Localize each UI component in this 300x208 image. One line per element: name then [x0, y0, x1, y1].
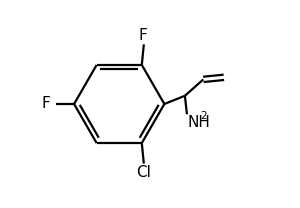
Text: NH: NH	[188, 115, 211, 130]
Text: F: F	[42, 97, 51, 111]
Text: Cl: Cl	[136, 165, 151, 180]
Text: 2: 2	[201, 111, 207, 121]
Text: F: F	[138, 28, 147, 43]
